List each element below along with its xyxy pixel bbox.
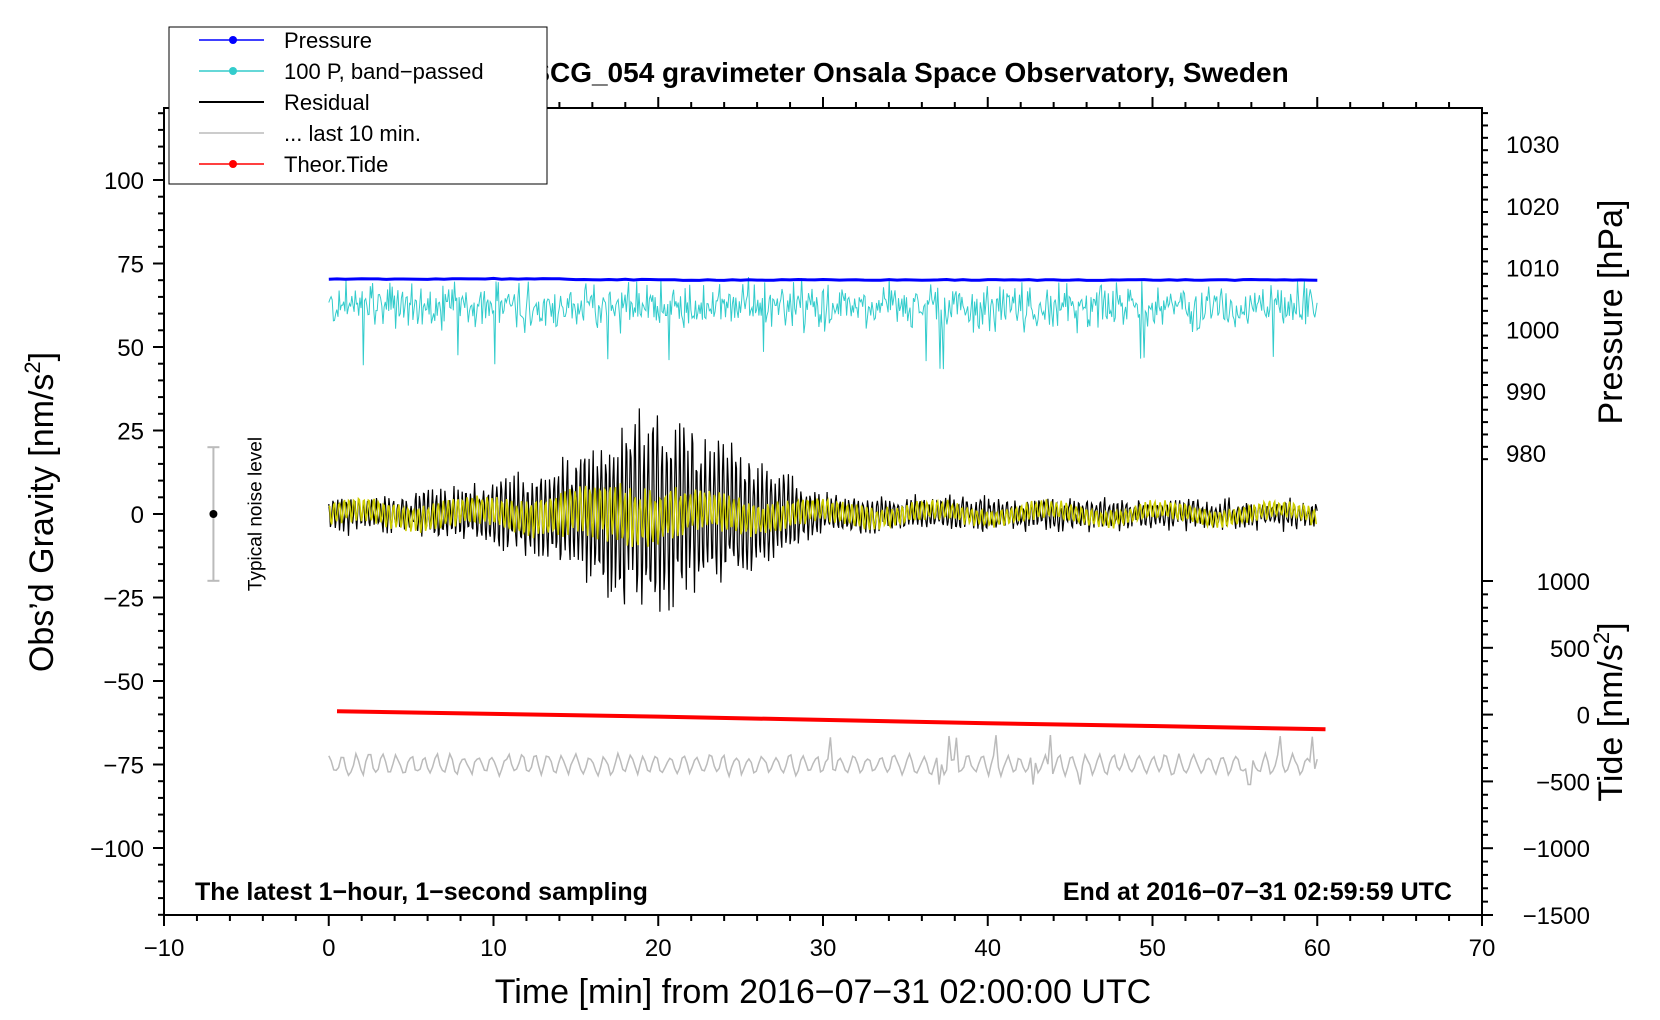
- y-axis-tide-label: Tide [nm/s2]: [1589, 622, 1630, 801]
- legend-marker: [229, 36, 237, 44]
- x-tick-label: −10: [144, 935, 185, 962]
- y-left-tick-label: 50: [117, 335, 144, 362]
- pressure-tick-label: 1010: [1506, 256, 1559, 283]
- series-pressure-line: [328, 276, 1318, 282]
- y-left-tick-label: −75: [103, 753, 144, 780]
- x-tick-label: 0: [322, 935, 335, 962]
- y-axis-pressure-ticks: 1030 1020 1010 1000 990 980: [1482, 112, 1559, 468]
- pressure-tick-label: 990: [1506, 379, 1546, 406]
- y-axis-left-ticks: 100 75 50 25 0 −25 −50 −75 −100: [90, 112, 164, 916]
- legend: Pressure 100 P, band−passed Residual ... la…: [168, 26, 548, 185]
- x-tick-label: 20: [645, 935, 672, 962]
- series-layer: [328, 276, 1326, 786]
- x-axis-ticks: −10 0 10 20 30 40 50 60 70: [144, 97, 1496, 962]
- y-left-tick-label: −100: [90, 836, 144, 863]
- y-left-tick-label: 25: [117, 419, 144, 446]
- x-tick-label: 40: [974, 935, 1001, 962]
- legend-label: 100 P, band−passed: [284, 59, 484, 84]
- chart-title: SCG_054 gravimeter Onsala Space Observat…: [531, 57, 1288, 88]
- y-axis-left-label: Obs’d Gravity [nm/s2]: [20, 352, 61, 672]
- tide-tick-label: −500: [1536, 769, 1590, 796]
- x-tick-label: 70: [1469, 935, 1496, 962]
- pressure-tick-label: 1030: [1506, 132, 1559, 159]
- legend-label: ... last 10 min.: [284, 121, 421, 146]
- x-tick-label: 50: [1139, 935, 1166, 962]
- noise-level-label: Typical noise level: [245, 437, 266, 591]
- legend-marker: [229, 67, 237, 75]
- tide-tick-label: 500: [1550, 636, 1590, 663]
- x-tick-label: 10: [480, 935, 507, 962]
- legend-label: Theor.Tide: [284, 152, 388, 177]
- y-left-tick-label: −50: [103, 669, 144, 696]
- legend-label: Pressure: [284, 28, 372, 53]
- tide-tick-label: −1000: [1523, 836, 1590, 863]
- tide-tick-label: 1000: [1537, 569, 1590, 596]
- noise-level-bar: [207, 446, 220, 582]
- series-last-10-min-line: [328, 735, 1318, 786]
- x-tick-label: 60: [1304, 935, 1331, 962]
- pressure-tick-label: 1000: [1506, 317, 1559, 344]
- series-band-passed-pressure-line: [328, 276, 1318, 370]
- sampling-note: The latest 1−hour, 1−second sampling: [195, 878, 648, 906]
- y-left-tick-label: −25: [103, 586, 144, 613]
- y-left-tick-label: 75: [117, 252, 144, 279]
- noise-bar-center-point: [209, 510, 218, 518]
- legend-label: Residual: [284, 90, 370, 115]
- tide-tick-label: 0: [1577, 703, 1590, 730]
- series-filtered-residual-line: [328, 483, 1318, 547]
- y-left-tick-label: 0: [131, 502, 144, 529]
- y-axis-pressure-label: Pressure [hPa]: [1592, 200, 1630, 425]
- legend-marker: [229, 160, 237, 168]
- y-axis-tide-ticks: 1000 500 0 −500 −1000 −1500: [1482, 569, 1590, 930]
- pressure-tick-label: 980: [1506, 441, 1546, 468]
- series-theor-tide-line: [336, 709, 1326, 732]
- tide-tick-label: −1500: [1523, 903, 1590, 930]
- pressure-tick-label: 1020: [1506, 194, 1559, 221]
- end-time-note: End at 2016−07−31 02:59:59 UTC: [1063, 878, 1452, 906]
- legend-box: [168, 26, 548, 185]
- x-tick-label: 30: [810, 935, 837, 962]
- x-axis-label: Time [min] from 2016−07−31 02:00:00 UTC: [495, 973, 1151, 1011]
- y-left-tick-label: 100: [104, 168, 144, 195]
